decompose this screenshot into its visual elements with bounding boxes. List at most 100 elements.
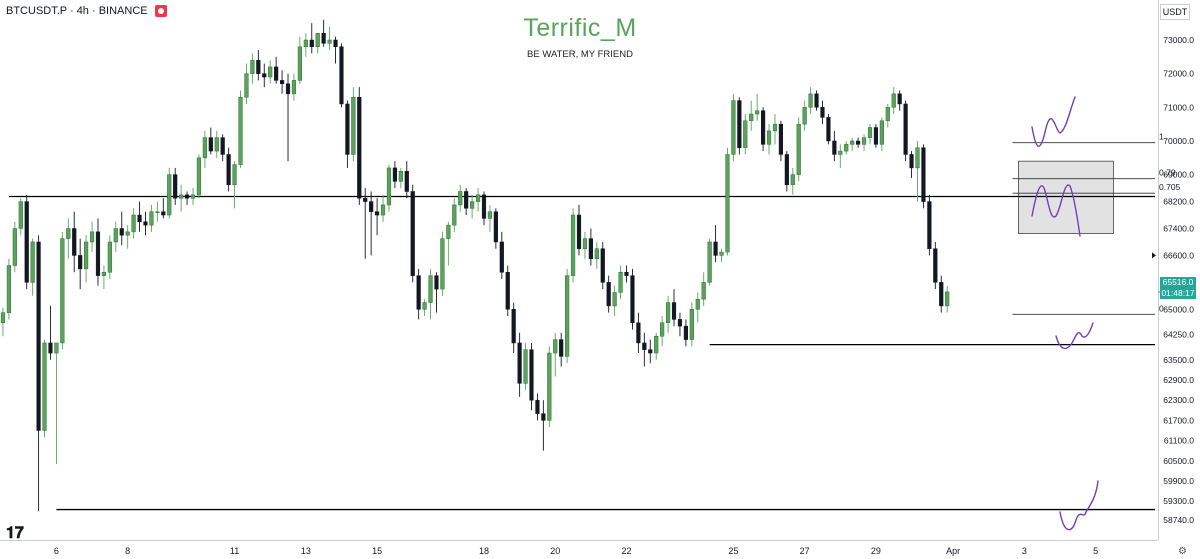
symbol-header[interactable]: BTCUSDT.P · 4h · BINANCE <box>6 5 167 17</box>
candle-body <box>796 123 801 175</box>
fib-level-label: 0.79 <box>1159 168 1176 178</box>
candle-body <box>386 167 392 206</box>
x-tick-label: 15 <box>372 546 382 556</box>
candle-body <box>618 272 623 293</box>
x-tick-label: 22 <box>621 546 631 556</box>
y-tick-label: 72000.0 <box>1163 69 1194 79</box>
candle-body <box>125 231 130 236</box>
candle-body <box>856 140 861 145</box>
candle-body <box>208 137 213 152</box>
x-tick-label: Apr <box>946 546 960 556</box>
candle-body <box>345 103 350 155</box>
candle-body <box>363 197 368 202</box>
currency-button[interactable]: USDT <box>1160 4 1190 20</box>
candle-body <box>636 322 641 344</box>
annotation-wave-low <box>1055 322 1094 350</box>
candle-body <box>226 154 231 185</box>
x-tick-label: 8 <box>125 546 130 556</box>
candle-body <box>755 110 760 115</box>
candle-body <box>570 214 576 276</box>
candle-body <box>321 33 326 44</box>
candle-body <box>749 113 754 122</box>
candle-body <box>559 339 564 357</box>
candle-body <box>89 231 95 243</box>
symbol-text[interactable]: BTCUSDT.P · 4h · BINANCE <box>6 5 148 17</box>
candle-body <box>838 150 843 155</box>
candle-body <box>458 191 463 206</box>
tradingview-logo-icon[interactable]: 𝟏𝟕 <box>6 523 24 542</box>
candle-body <box>434 275 439 290</box>
candle-body <box>315 33 320 47</box>
y-tick-label: 59900.0 <box>1163 476 1194 486</box>
y-tick-label: 71000.0 <box>1163 102 1194 112</box>
candle-body <box>101 272 107 276</box>
candle-body <box>743 120 748 148</box>
candle-body <box>78 255 83 270</box>
candle-body <box>167 174 172 216</box>
candle-body <box>262 73 267 78</box>
y-tick-label: 68200.0 <box>1163 197 1194 207</box>
candle-body <box>903 103 908 155</box>
candle-body <box>897 93 902 105</box>
fib-level-label: 0.705 <box>1159 182 1181 192</box>
candle-body <box>369 201 374 212</box>
candle-body <box>220 137 225 155</box>
candle-body <box>541 413 546 421</box>
candle-body <box>885 107 890 122</box>
y-tick-label: 65000.0 <box>1163 304 1194 314</box>
candle-body <box>285 83 291 95</box>
candle-body <box>24 201 29 283</box>
candle-body <box>351 96 356 155</box>
x-tick-label: 18 <box>479 546 489 556</box>
candle-body <box>873 127 879 145</box>
candle-body <box>826 117 831 142</box>
y-tick-label: 60500.0 <box>1163 456 1194 466</box>
candle-body <box>119 228 124 236</box>
candle-body <box>861 137 867 145</box>
candle-body <box>297 46 302 81</box>
candle-body <box>30 241 35 283</box>
candle-body <box>939 282 944 307</box>
candle-body <box>18 201 23 229</box>
candle-body <box>600 248 605 283</box>
annotation-wave-top <box>1031 96 1076 147</box>
candle-body <box>553 339 558 354</box>
fib-level-label: 1 <box>1159 132 1164 142</box>
y-tick-label: 59300.0 <box>1163 496 1194 506</box>
candle-body <box>113 228 118 243</box>
candle-body <box>689 309 694 340</box>
y-tick-label: 69000.0 <box>1163 170 1194 180</box>
candle-body <box>850 140 855 145</box>
candle-body <box>511 309 516 344</box>
candle-body <box>921 147 926 202</box>
x-tick-label: 13 <box>301 546 311 556</box>
candle-body <box>844 144 849 152</box>
candle-body <box>654 335 659 354</box>
candle-body <box>606 282 611 307</box>
candle-body <box>642 342 647 350</box>
candle-body <box>404 171 409 192</box>
candle-body <box>499 241 504 273</box>
candle-body <box>630 275 635 323</box>
candle-body <box>594 248 599 260</box>
candle-body <box>582 238 588 249</box>
y-tick-label: 66600.0 <box>1163 250 1194 260</box>
candle-body <box>671 302 677 320</box>
candle-body <box>683 325 688 340</box>
candle-body <box>279 80 285 85</box>
candle-body <box>701 282 706 300</box>
market-status-icon <box>154 5 167 17</box>
settings-gear-icon[interactable]: ⚙ <box>1178 546 1187 557</box>
candle-body <box>202 137 207 159</box>
tagline: BE WATER, MY FRIEND <box>527 49 633 60</box>
annotation-wave-bottom <box>1059 480 1099 531</box>
candle-body <box>612 292 617 307</box>
candle-body <box>915 147 920 169</box>
candle-body <box>665 302 671 323</box>
candle-body <box>244 73 249 98</box>
y-tick-label: 73000.0 <box>1163 35 1194 45</box>
candle-body <box>303 39 308 47</box>
candle-body <box>428 275 433 303</box>
candle-body <box>398 171 403 182</box>
